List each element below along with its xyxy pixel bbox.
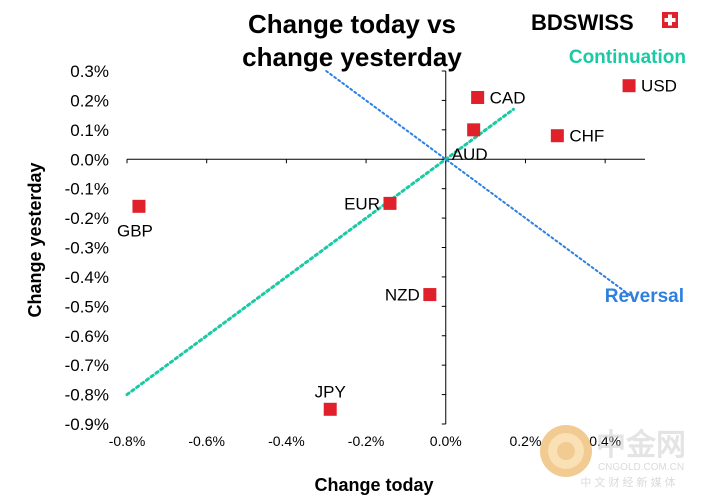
y-tick-label: -0.5%	[65, 297, 109, 316]
x-tick-label: -0.6%	[188, 433, 225, 449]
y-axis-ticks: 0.3% 0.2% 0.1% 0.0% -0.1% -0.2% -0.3% -0.4% -0.5…	[65, 62, 446, 434]
reference-line-continuation	[125, 107, 516, 397]
y-tick-label: -0.7%	[65, 356, 109, 375]
y-tick-label: 0.3%	[70, 62, 109, 81]
point-cad	[471, 90, 485, 104]
point-label-eur: EUR	[344, 194, 380, 213]
y-tick-label: 0.1%	[70, 121, 109, 140]
y-tick-label: -0.1%	[65, 180, 109, 199]
reference-line-reversal	[325, 70, 635, 299]
x-axis-ticks: -0.8% -0.6% -0.4% -0.2% 0.0% 0.2% 0.4%	[109, 159, 621, 449]
point-label-usd: USD	[641, 77, 677, 96]
point-jpy	[323, 402, 337, 416]
brand-logo-text: BDSWISS	[531, 10, 634, 35]
point-label-jpy: JPY	[315, 382, 346, 401]
point-gbp	[132, 199, 146, 213]
watermark-coin-icon	[540, 425, 592, 477]
x-tick-label: 0.2%	[510, 433, 542, 449]
y-tick-label: 0.0%	[70, 150, 109, 169]
point-label-aud: AUD	[452, 145, 488, 164]
x-tick-label: -0.4%	[268, 433, 305, 449]
chart-title-line-2: change yesterday	[242, 42, 462, 72]
watermark-tagline: 中 文 财 经 新 媒 体	[580, 475, 675, 489]
x-tick-label: 0.4%	[589, 433, 621, 449]
point-label-nzd: NZD	[385, 286, 420, 305]
x-axis-title: Change today	[314, 475, 433, 495]
brand-logo: BDSWISS	[531, 10, 678, 35]
reference-lines	[125, 70, 635, 397]
y-tick-label: -0.2%	[65, 209, 109, 228]
y-tick-label: -0.8%	[65, 386, 109, 405]
watermark-sub: CNGOLD.COM.CN	[598, 462, 684, 473]
annotation-reversal: Reversal	[605, 286, 684, 307]
point-label-chf: CHF	[569, 127, 604, 146]
swiss-cross-icon	[662, 12, 678, 28]
y-axis-title: Change yesterday	[25, 162, 45, 317]
x-tick-label: -0.8%	[109, 433, 146, 449]
point-label-gbp: GBP	[117, 221, 153, 240]
point-chf	[550, 129, 564, 143]
y-tick-label: -0.4%	[65, 268, 109, 287]
y-tick-label: -0.9%	[65, 415, 109, 434]
point-usd	[622, 79, 636, 93]
point-eur	[383, 196, 397, 210]
x-tick-label: -0.2%	[348, 433, 385, 449]
chart-title-line-1: Change today vs	[248, 9, 456, 39]
watermark-main: 中金网	[596, 428, 686, 462]
annotation-continuation: Continuation	[569, 47, 686, 68]
point-aud	[467, 123, 481, 137]
y-tick-label: 0.2%	[70, 91, 109, 110]
y-tick-label: -0.3%	[65, 239, 109, 258]
point-nzd	[423, 288, 437, 302]
point-label-cad: CAD	[490, 88, 526, 107]
data-points: USD CAD AUD CHF EUR GBP NZD JPY	[117, 77, 677, 416]
y-tick-label: -0.6%	[65, 327, 109, 346]
watermark: 中金网 CNGOLD.COM.CN 中 文 财 经 新 媒 体	[540, 425, 686, 489]
x-tick-label: 0.0%	[430, 433, 462, 449]
